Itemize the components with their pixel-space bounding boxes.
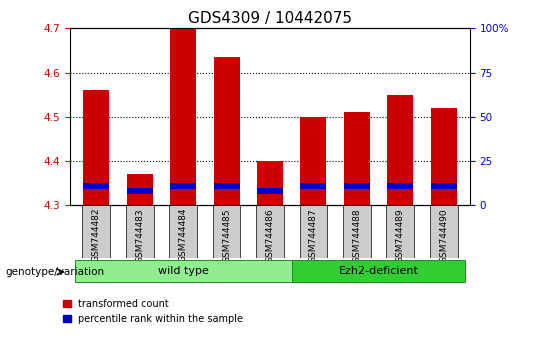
Text: GSM744487: GSM744487: [309, 208, 318, 263]
Bar: [213, 57, 240, 205]
Bar: [387, 95, 413, 205]
Legend: transformed count, percentile rank within the sample: transformed count, percentile rank withi…: [59, 295, 247, 328]
Text: GSM744490: GSM744490: [439, 208, 448, 263]
FancyBboxPatch shape: [300, 205, 327, 258]
FancyBboxPatch shape: [256, 205, 284, 258]
Bar: [83, 90, 109, 205]
FancyBboxPatch shape: [213, 205, 240, 258]
Bar: [170, 183, 196, 189]
Text: GSM744483: GSM744483: [135, 208, 144, 263]
FancyBboxPatch shape: [169, 205, 197, 258]
Text: genotype/variation: genotype/variation: [5, 267, 105, 277]
Bar: [387, 183, 413, 189]
FancyBboxPatch shape: [83, 205, 110, 258]
Bar: [213, 183, 240, 189]
Text: GSM744482: GSM744482: [92, 208, 101, 262]
Text: GSM744486: GSM744486: [266, 208, 274, 263]
FancyBboxPatch shape: [126, 205, 153, 258]
Bar: [344, 183, 370, 189]
Bar: [257, 161, 283, 205]
Bar: [300, 183, 327, 189]
Bar: [127, 174, 153, 205]
Text: GSM744484: GSM744484: [179, 208, 187, 262]
Text: GSM744489: GSM744489: [396, 208, 405, 263]
FancyBboxPatch shape: [343, 205, 371, 258]
Bar: [83, 183, 109, 189]
Bar: [257, 188, 283, 194]
Bar: [300, 117, 327, 205]
Bar: [431, 108, 457, 205]
Text: Ezh2-deficient: Ezh2-deficient: [339, 266, 418, 276]
Bar: [127, 188, 153, 194]
FancyBboxPatch shape: [75, 260, 292, 282]
FancyBboxPatch shape: [430, 205, 457, 258]
Text: GSM744485: GSM744485: [222, 208, 231, 263]
Text: wild type: wild type: [158, 266, 208, 276]
Bar: [170, 28, 196, 205]
Bar: [344, 112, 370, 205]
Text: GSM744488: GSM744488: [353, 208, 361, 263]
Bar: [431, 183, 457, 189]
FancyBboxPatch shape: [387, 205, 414, 258]
Title: GDS4309 / 10442075: GDS4309 / 10442075: [188, 11, 352, 26]
FancyBboxPatch shape: [292, 260, 465, 282]
